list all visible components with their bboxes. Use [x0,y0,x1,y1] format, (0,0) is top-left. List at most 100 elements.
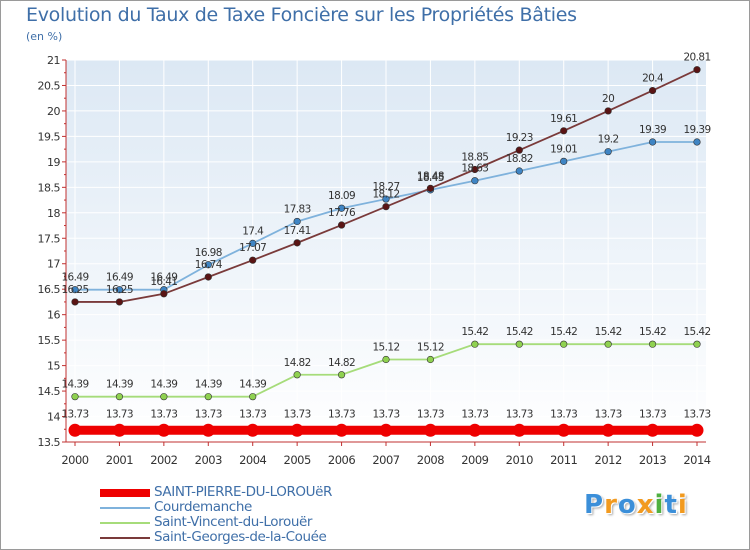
data-label: 19.39 [639,124,666,136]
data-point [426,184,435,192]
data-point [115,393,124,401]
data-label: 20.4 [642,73,664,85]
data-point [71,286,79,294]
data-label: 18.85 [461,152,488,164]
data-label: 16.49 [150,272,177,284]
x-tick-label: 2014 [683,453,710,467]
data-label: 13.73 [61,408,88,420]
data-label: 20.81 [683,52,710,64]
data-point [693,66,701,74]
data-point [560,340,568,348]
data-point [246,423,260,437]
data-label: 13.73 [461,408,488,420]
chart-title: Evolution du Taux de Taxe Foncière sur l… [26,4,577,26]
data-point [337,371,346,379]
data-label: 14.82 [284,357,311,369]
data-label: 18.27 [372,181,399,193]
data-label: 16.74 [195,259,223,271]
data-point [557,423,571,437]
data-label: 14.39 [106,379,133,391]
y-tick-label: 16 [47,309,60,322]
data-point [204,261,212,269]
data-point [335,423,349,437]
data-label: 13.73 [328,408,355,420]
x-tick-label: 2011 [550,453,577,467]
data-point [157,423,171,437]
logo-letter: t [664,490,678,520]
y-tick-label: 17.5 [38,232,61,245]
data-point [379,423,393,437]
data-label: 16.49 [106,272,133,284]
chart-unit-label: (en %) [26,30,63,43]
y-tick-label: 19 [47,156,60,169]
data-point [71,393,79,401]
data-label: 18.45 [417,172,444,184]
data-point [382,195,390,203]
data-label: 16.41 [150,276,177,288]
y-tick-label: 21 [47,54,60,67]
logo-letter: r [604,490,618,520]
x-tick-label: 2012 [595,453,622,467]
data-point [604,148,612,156]
data-point [293,217,301,226]
legend-label: Saint-Vincent-du-Lorouër [154,514,313,530]
data-label: 13.73 [683,408,710,420]
legend-label: Saint-Georges-de-la-Couée [154,529,327,545]
data-label: 17.83 [284,203,311,215]
data-point [693,138,701,146]
x-tick-label: 2006 [328,453,355,467]
data-label: 18.09 [328,190,355,202]
data-label: 20 [602,93,614,105]
y-tick-label: 15.5 [38,334,61,347]
y-tick-label: 20.5 [38,79,61,92]
data-label: 17.41 [284,225,311,237]
data-point [604,107,612,115]
data-label: 17.76 [328,207,356,219]
data-label: 15.42 [639,326,666,338]
x-tick-label: 2010 [506,453,533,467]
data-label: 17.4 [242,225,264,237]
data-point [382,355,390,364]
data-label: 15.42 [506,326,533,338]
x-tick-label: 2002 [150,453,177,467]
data-point [115,286,124,294]
logo-letter: x [636,490,655,520]
data-point [337,221,346,229]
y-tick-label: 18.5 [38,181,61,194]
data-label: 14.39 [195,379,222,391]
x-tick-label: 2001 [106,453,133,467]
data-label: 19.01 [550,143,577,155]
data-label: 16.98 [195,247,222,259]
data-label: 19.39 [683,124,710,136]
legend-swatch [100,537,150,539]
y-tick-label: 14.5 [38,385,61,398]
data-point [115,298,124,306]
data-point [204,273,212,281]
data-label: 14.82 [328,357,355,369]
logo-letter: P [584,490,605,520]
data-point [249,256,257,264]
data-point [601,423,615,437]
data-label: 14.39 [150,379,177,391]
data-label: 14.39 [61,379,88,391]
data-label: 19.23 [506,132,533,144]
data-point [512,423,526,437]
legend-swatch [100,522,150,524]
data-point [71,298,79,306]
proxiti-logo: Proxiti [584,490,688,520]
data-label: 13.73 [506,408,533,420]
data-point [646,423,660,437]
data-point [648,138,657,146]
data-point [471,165,479,174]
data-label: 15.12 [372,341,399,353]
logo-letter: o [617,490,637,520]
logo-letter: i [677,490,688,520]
data-point [468,423,482,437]
data-label: 13.73 [239,408,266,420]
data-label: 16.25 [61,284,88,296]
x-tick-label: 2013 [639,453,666,467]
data-point [515,146,523,154]
data-label: 13.73 [639,408,666,420]
y-tick-label: 15 [47,360,60,373]
